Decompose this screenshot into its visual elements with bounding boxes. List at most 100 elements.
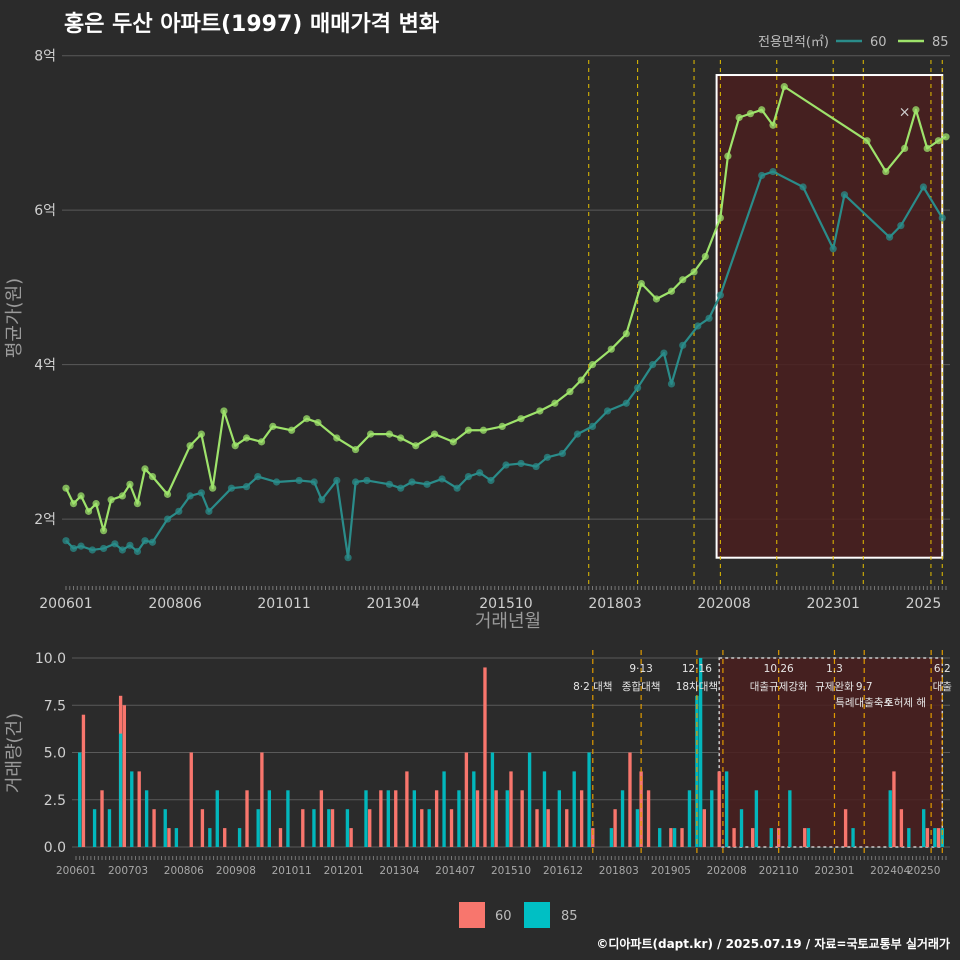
volume-bar-85 [739, 809, 744, 847]
price-ytick-label: 4억 [34, 358, 56, 374]
volume-bar-85 [327, 809, 331, 847]
volume-bar-85 [256, 809, 260, 847]
series-60-point [622, 399, 630, 407]
volume-bar-85 [788, 790, 792, 847]
series-85-point [769, 121, 777, 129]
series-85-point [449, 438, 457, 446]
price-xtick-label: 201803 [588, 596, 641, 612]
price-xtick-label: 200601 [39, 596, 92, 612]
volume-bar-60 [301, 809, 305, 847]
series-85-point [314, 418, 322, 427]
series-85-point [923, 144, 931, 152]
volume-bar-60 [565, 809, 569, 847]
volume-bar-60 [843, 809, 848, 847]
series-85-point [690, 268, 698, 276]
volume-bar-85 [922, 809, 926, 847]
series-85-point [942, 133, 950, 141]
volume-bar-85 [472, 771, 476, 847]
volume-bar-60 [613, 809, 617, 847]
volume-xtick-label: 201905 [651, 865, 691, 877]
series-60-point [197, 489, 205, 497]
series-85-point [735, 113, 743, 122]
series-60-point [62, 537, 70, 545]
vol-legend-60-swatch [459, 902, 485, 928]
series-60-point [69, 544, 78, 553]
volume-bar-60 [628, 752, 632, 847]
series-60-point [532, 462, 540, 471]
series-60-point [126, 541, 134, 549]
series-85-point [242, 434, 251, 442]
series-60-point [667, 380, 676, 388]
volume-bar-85 [144, 790, 149, 847]
series-85-point [126, 480, 134, 488]
series-85-point [84, 507, 93, 515]
series-60-point [333, 476, 341, 485]
volume-bar-60 [81, 714, 86, 847]
series-60-point [694, 322, 702, 330]
volume-bar-85 [286, 790, 290, 847]
volume-xtick-label: 20250 [907, 865, 940, 877]
volume-bar-60 [750, 828, 755, 847]
series-60-point [318, 496, 326, 504]
series-85-point [141, 465, 149, 473]
volume-bar-85 [754, 790, 759, 847]
series-85-point [351, 445, 360, 454]
volume-bar-60 [546, 809, 550, 847]
series-85-point [288, 426, 296, 434]
volume-bar-60 [434, 790, 439, 847]
volume-bar-60 [152, 809, 156, 847]
volume-bar-60 [368, 809, 372, 847]
volume-ytick-label: 5.0 [44, 746, 66, 762]
series-60-point [438, 475, 446, 483]
volume-bar-60 [669, 828, 673, 847]
volume-bar-60 [122, 705, 127, 847]
series-60-point [111, 540, 119, 548]
volume-bar-60 [278, 828, 283, 847]
volume-xtick-label: 201304 [379, 865, 419, 877]
volume-bar-85 [386, 790, 390, 847]
series-85-point [637, 279, 645, 288]
price-y-axis-title: 평균가(원) [4, 278, 25, 358]
series-85-point [133, 500, 142, 508]
series-60-point [227, 484, 236, 492]
series-85-point [118, 492, 127, 500]
series-60-point [464, 473, 472, 481]
series-60-point [148, 538, 157, 546]
volume-bar-85 [940, 828, 944, 847]
volume-bar-85 [457, 790, 461, 847]
volume-xtick-label: 202008 [707, 865, 747, 877]
series-60-point [938, 214, 946, 222]
price-ytick-label: 8억 [34, 49, 56, 65]
volume-xtick-label: 202110 [759, 865, 799, 877]
volume-bar-85 [620, 790, 625, 847]
series-85-point [464, 426, 472, 434]
series-60-point [344, 554, 352, 562]
vol-legend-60-label: 60 [495, 909, 512, 924]
series-85-point [186, 442, 194, 450]
series-85-point [412, 442, 420, 450]
volume-xtick-label: 201612 [543, 865, 583, 877]
series-60-point [487, 476, 495, 485]
volume-bar-85 [658, 828, 662, 847]
volume-bar-85 [92, 809, 97, 847]
series-85-point [724, 152, 732, 160]
series-60-point [175, 507, 183, 515]
series-85-point [746, 110, 755, 118]
series-60-point [705, 314, 713, 322]
policy-label: 대출규제강화 [750, 681, 808, 693]
volume-bar-60 [483, 667, 487, 847]
price-legend-title: 전용면적(㎡) [758, 35, 829, 50]
volume-bar-85 [687, 790, 692, 847]
volume-bar-85 [724, 771, 729, 847]
series-60-point [205, 507, 213, 515]
series-60-point [758, 171, 766, 180]
price-ytick-label: 2억 [34, 512, 56, 528]
volume-bar-85 [364, 790, 368, 847]
volume-ytick-label: 10.0 [35, 651, 66, 667]
volume-bar-60 [899, 809, 904, 847]
series-85-point [100, 527, 108, 535]
volume-bar-60 [464, 752, 469, 847]
series-60-point [502, 461, 510, 469]
series-85-point [397, 434, 405, 442]
vol-legend-85-swatch [524, 902, 550, 928]
